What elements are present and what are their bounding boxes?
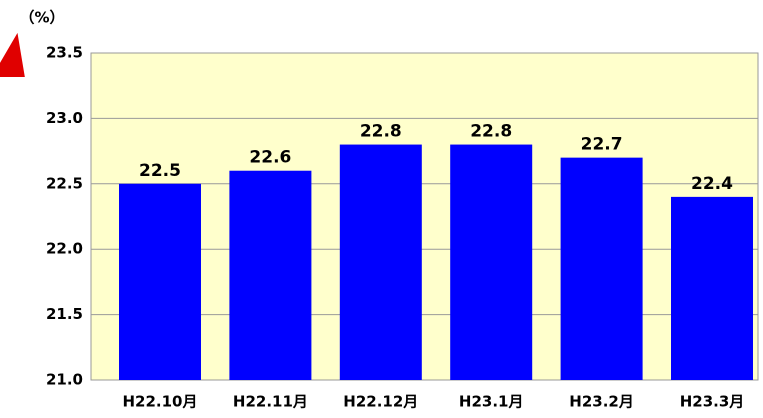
bar	[671, 196, 753, 380]
y-tick-label: 22.0	[46, 240, 83, 258]
x-tick-label: H22.12月	[343, 393, 418, 411]
y-tick-label: 23.5	[46, 44, 83, 62]
bar	[339, 144, 422, 380]
y-axis-label: （%）	[19, 9, 64, 27]
data-label: 22.8	[360, 122, 402, 142]
y-tick-label: 21.0	[46, 371, 83, 389]
plot-area	[90, 52, 759, 381]
x-tick-label: H23.3月	[680, 393, 745, 411]
x-tick-label: H22.11月	[233, 393, 308, 411]
y-tick-label: 23.0	[46, 109, 83, 127]
y-tick-label: 21.5	[46, 305, 83, 323]
data-label: 22.8	[470, 122, 512, 142]
y-tick-label: 22.5	[46, 174, 83, 192]
data-label: 22.4	[691, 174, 733, 194]
bar	[450, 144, 533, 380]
x-tick-label: H23.2月	[569, 393, 634, 411]
x-tick-label: H22.10月	[122, 393, 197, 411]
data-label: 22.6	[249, 148, 291, 168]
bar	[560, 157, 643, 380]
data-label: 22.5	[139, 161, 181, 181]
data-label: 22.7	[581, 135, 623, 155]
x-tick-label: H23.1月	[459, 393, 524, 411]
bar	[119, 183, 201, 380]
bar	[229, 170, 312, 380]
warning-icon	[0, 27, 28, 79]
